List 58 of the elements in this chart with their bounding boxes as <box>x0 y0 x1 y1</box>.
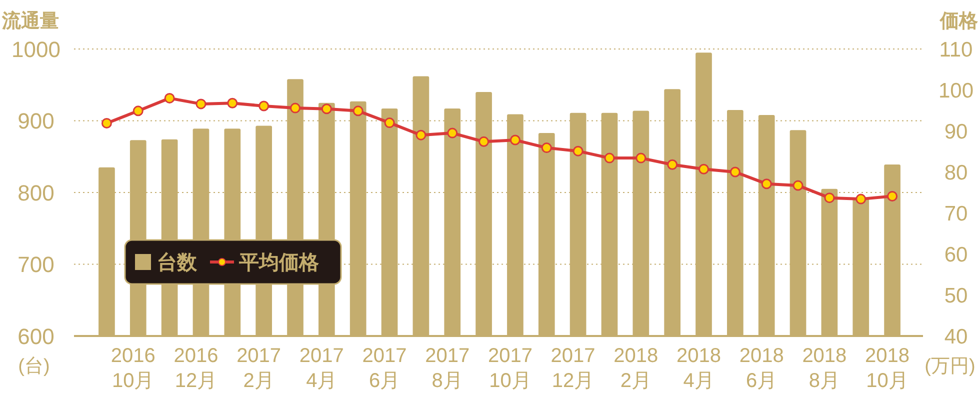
point <box>227 98 238 108</box>
point <box>164 92 175 104</box>
point <box>856 194 866 204</box>
x-tick-label: 2017 8月 <box>425 345 470 392</box>
point <box>572 146 584 156</box>
y2-tick-label: 70 <box>944 202 968 226</box>
point <box>416 130 426 140</box>
x-tick-label: 2017 6月 <box>362 345 407 392</box>
point <box>478 136 490 147</box>
point <box>510 134 520 146</box>
x-tick-label: 2017 10月 <box>488 345 532 392</box>
x-tick-label: 2018 10月 <box>865 345 910 392</box>
x-tick-label: 2017 12月 <box>550 345 596 392</box>
point <box>447 128 458 138</box>
y-tick-label: 600 <box>18 324 54 349</box>
point <box>761 178 772 190</box>
y2-axis-title: 価格 <box>939 11 979 32</box>
x-tick-label: 2016 10月 <box>110 345 156 392</box>
x-tick-label: 2016 12月 <box>174 345 218 392</box>
point <box>352 106 364 116</box>
y2-tick-label: 50 <box>944 284 968 308</box>
point <box>667 159 678 170</box>
legend-label: 台数 <box>157 251 198 274</box>
point <box>101 118 112 128</box>
y2-tick-label: 100 <box>938 80 974 103</box>
point <box>290 102 300 114</box>
point <box>384 118 395 128</box>
y2-tick-label: 40 <box>944 326 968 349</box>
point <box>541 142 552 154</box>
point <box>824 192 835 204</box>
y-tick-label: 700 <box>18 252 54 278</box>
point <box>636 152 646 164</box>
text: (万円) <box>924 356 976 377</box>
y-tick-label: 900 <box>18 108 54 134</box>
y2-tick-label: 90 <box>944 120 968 144</box>
point <box>698 164 709 174</box>
x-tick-label: 2017 2月 <box>236 345 282 392</box>
point <box>730 166 740 178</box>
y-tick-label: 1000 <box>12 36 60 62</box>
x-tick-label: 2018 4月 <box>676 345 721 392</box>
x-tick-label: 2018 8月 <box>802 345 847 392</box>
point <box>132 106 144 116</box>
point <box>196 98 206 110</box>
y2-tick-label: 110 <box>939 38 973 62</box>
point <box>258 100 270 112</box>
x-tick-label: 2018 6月 <box>739 345 784 392</box>
y-tick-label: 800 <box>18 180 54 206</box>
point <box>792 180 804 191</box>
x-tick-label: 2018 2月 <box>614 345 658 392</box>
text: (台) <box>18 356 50 377</box>
y2-tick-label: 80 <box>944 162 968 185</box>
x-tick-label: 2017 4月 <box>299 345 344 392</box>
y2-tick-label: 60 <box>944 244 968 267</box>
point <box>887 190 898 202</box>
point <box>604 152 615 164</box>
point <box>321 104 332 114</box>
y-axis-title: 流通量 <box>1 10 59 32</box>
legend-label: 平均価格 <box>238 252 320 274</box>
